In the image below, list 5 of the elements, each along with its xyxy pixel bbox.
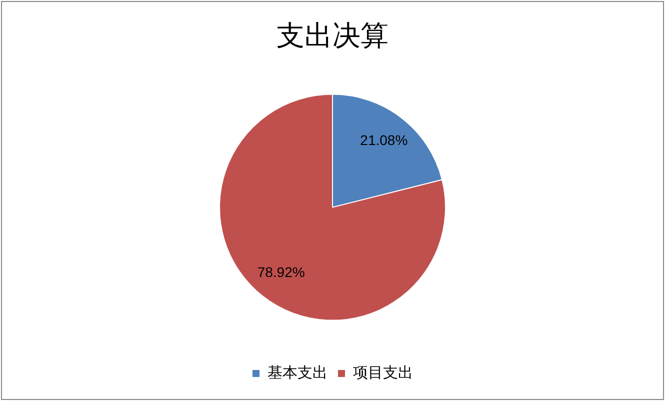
legend-label: 基本支出	[268, 364, 328, 382]
chart-title: 支出决算	[276, 21, 388, 52]
data-label: 78.92%	[257, 264, 305, 280]
legend-label: 项目支出	[353, 364, 413, 382]
data-label: 21.08%	[360, 132, 408, 148]
